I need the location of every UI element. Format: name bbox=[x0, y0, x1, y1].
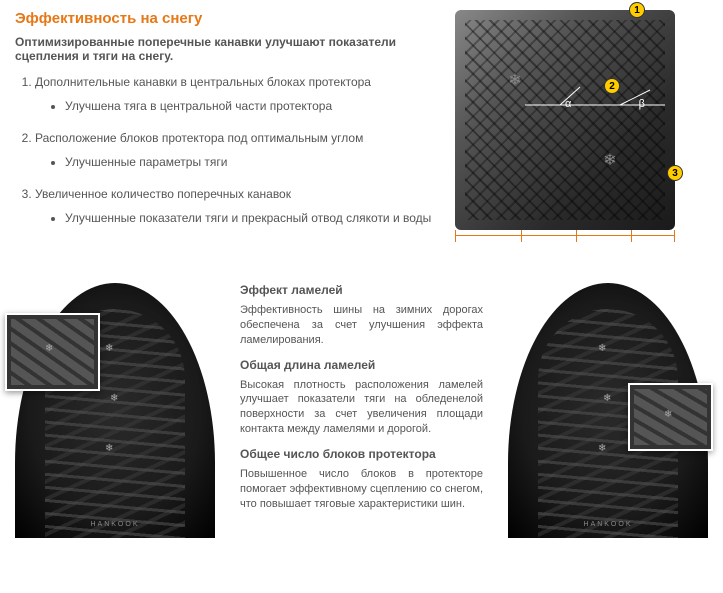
subtitle: Оптимизированные поперечные канавки улуч… bbox=[15, 35, 435, 63]
snowflake-icon: ❄ bbox=[505, 70, 525, 90]
tire-brand-label: HANKOOK bbox=[508, 521, 708, 528]
para-length: Высокая плотность расположения ламелей у… bbox=[240, 378, 483, 437]
snowflake-icon: ❄ bbox=[664, 409, 672, 420]
sub-item: Улучшенные показатели тяги и прекрасный … bbox=[65, 211, 435, 225]
bottom-text-column: Эффект ламелей Эффективность шины на зим… bbox=[230, 283, 493, 538]
snowflake-icon: ❄ bbox=[105, 343, 113, 354]
snowflake-icon: ❄ bbox=[110, 393, 118, 404]
snowflake-icon: ❄ bbox=[105, 443, 113, 454]
list-item: Дополнительные канавки в центральных бло… bbox=[35, 75, 435, 113]
para-blocks: Повышенное число блоков в протекторе пом… bbox=[240, 467, 483, 512]
snowflake-icon: ❄ bbox=[600, 150, 620, 170]
tire-image-right: ❄ ❄ ❄ HANKOOK ❄ bbox=[508, 283, 708, 538]
list-item: Увеличенное количество поперечных канаво… bbox=[35, 187, 435, 225]
tire-image-left: ❄ ❄ ❄ HANKOOK ❄ bbox=[15, 283, 215, 538]
feature-list: Дополнительные канавки в центральных бло… bbox=[15, 75, 435, 225]
dimension-lines bbox=[455, 235, 675, 255]
heading-length: Общая длина ламелей bbox=[240, 358, 483, 372]
tire-diagram: ❄ ❄ 1 2 3 α β bbox=[455, 10, 675, 230]
callout-1: 1 bbox=[629, 2, 645, 18]
snowflake-icon: ❄ bbox=[598, 443, 606, 454]
inset-detail-right: ❄ bbox=[628, 383, 713, 451]
list-text: Увеличенное количество поперечных канаво… bbox=[35, 187, 291, 201]
sub-item: Улучшена тяга в центральной части протек… bbox=[65, 99, 435, 113]
callout-3: 3 bbox=[667, 165, 683, 181]
heading-effect: Эффект ламелей bbox=[240, 283, 483, 297]
snowflake-icon: ❄ bbox=[603, 393, 611, 404]
inset-detail-left: ❄ bbox=[5, 313, 100, 391]
snowflake-icon: ❄ bbox=[598, 343, 606, 354]
para-effect: Эффективность шины на зимних дорогах обе… bbox=[240, 303, 483, 348]
sub-item: Улучшенные параметры тяги bbox=[65, 155, 435, 169]
main-title: Эффективность на снегу bbox=[15, 10, 435, 27]
list-item: Расположение блоков протектора под оптим… bbox=[35, 131, 435, 169]
snowflake-icon: ❄ bbox=[45, 343, 53, 354]
heading-blocks: Общее число блоков протектора bbox=[240, 447, 483, 461]
angle-lines bbox=[525, 85, 665, 125]
list-text: Дополнительные канавки в центральных бло… bbox=[35, 75, 371, 89]
tire-brand-label: HANKOOK bbox=[15, 521, 215, 528]
text-column: Эффективность на снегу Оптимизированные … bbox=[15, 10, 435, 243]
tire-diagram-column: ❄ ❄ 1 2 3 α β bbox=[455, 10, 695, 243]
list-text: Расположение блоков протектора под оптим… bbox=[35, 131, 363, 145]
